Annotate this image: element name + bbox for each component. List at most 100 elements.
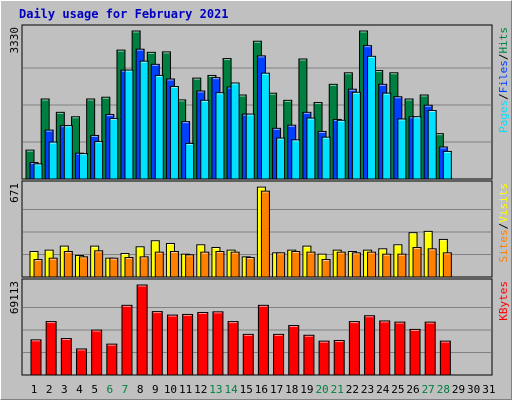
- bar-sites-day-6: [109, 257, 119, 278]
- bar-kbytes-day-17: [273, 333, 285, 376]
- bar-pages-day-8: [139, 60, 149, 180]
- bar-pages-day-1: [33, 163, 43, 180]
- x-tick-label-day-4: 4: [76, 383, 83, 396]
- bar-sites-day-7: [124, 257, 134, 278]
- x-tick-label-day-25: 25: [391, 383, 404, 396]
- bar-pages-day-22: [351, 91, 361, 180]
- x-tick-label-day-3: 3: [61, 383, 68, 396]
- chart-title: Daily usage for February 2021: [19, 7, 229, 21]
- x-tick-label-day-16: 16: [255, 383, 268, 396]
- bar-pages-day-25: [397, 118, 407, 180]
- bar-kbytes-day-27: [424, 321, 436, 376]
- bar-pages-day-14: [230, 82, 240, 180]
- bar-pages-day-4: [78, 153, 88, 180]
- bar-sites-day-12: [200, 251, 210, 278]
- legend-separator: /: [497, 54, 510, 61]
- legend-kbytes: KBytes: [497, 281, 510, 321]
- bar-kbytes-day-18: [288, 325, 300, 376]
- bar-kbytes-day-28: [439, 340, 451, 376]
- bar-sites-day-21: [336, 251, 346, 278]
- bar-pages-day-13: [215, 92, 225, 180]
- bar-sites-day-11: [185, 254, 195, 278]
- bar-kbytes-day-8: [136, 284, 148, 376]
- bar-sites-day-17: [276, 252, 286, 278]
- x-tick-label-day-15: 15: [240, 383, 253, 396]
- legend-hits: Hits: [497, 27, 510, 54]
- bar-sites-day-14: [230, 251, 240, 278]
- bar-pages-day-2: [48, 141, 58, 180]
- x-tick-label-day-17: 17: [270, 383, 283, 396]
- legend-separator: /: [497, 93, 510, 100]
- max-label-kbytes: 69113: [8, 281, 21, 314]
- bar-sites-day-20: [321, 259, 331, 278]
- bar-kbytes-day-4: [75, 348, 87, 376]
- bar-kbytes-day-14: [227, 321, 239, 376]
- legend-separator: /: [497, 223, 510, 230]
- bar-kbytes-day-6: [106, 343, 118, 376]
- legend-hits-files-pages: Pages/Files/Hits: [497, 27, 510, 133]
- x-tick-label-day-20: 20: [315, 383, 328, 396]
- x-tick-label-day-10: 10: [164, 383, 177, 396]
- x-tick-label-day-24: 24: [376, 383, 390, 396]
- bar-sites-day-26: [412, 246, 422, 278]
- bar-kbytes-day-5: [91, 329, 103, 376]
- x-tick-label-day-13: 13: [209, 383, 222, 396]
- bar-pages-day-17: [276, 137, 286, 180]
- max-label-hits-files-pages: 3330: [8, 27, 21, 54]
- bar-kbytes-day-22: [348, 321, 360, 376]
- bar-sites-day-18: [291, 251, 301, 278]
- bar-pages-day-28: [442, 150, 452, 180]
- bar-sites-day-24: [382, 253, 392, 278]
- bar-pages-day-27: [427, 110, 437, 180]
- x-tick-label-day-27: 27: [422, 383, 435, 396]
- x-tick-label-day-7: 7: [122, 383, 129, 396]
- bar-kbytes-day-12: [197, 311, 209, 376]
- x-tick-label-day-2: 2: [46, 383, 53, 396]
- bar-kbytes-day-1: [30, 339, 42, 376]
- bar-kbytes-day-9: [151, 311, 163, 376]
- x-tick-label-day-22: 22: [346, 383, 359, 396]
- bar-kbytes-day-15: [242, 333, 254, 376]
- bar-pages-day-18: [291, 139, 301, 180]
- bar-kbytes-day-2: [45, 321, 57, 376]
- bar-sites-day-2: [48, 257, 58, 278]
- bar-sites-day-9: [154, 251, 164, 278]
- bar-sites-day-22: [351, 252, 361, 278]
- bar-kbytes-day-7: [121, 304, 133, 376]
- bar-sites-day-28: [442, 252, 452, 278]
- x-tick-label-day-6: 6: [106, 383, 113, 396]
- bar-sites-day-25: [397, 253, 407, 278]
- bar-kbytes-day-20: [318, 340, 330, 376]
- bar-pages-day-11: [185, 142, 195, 180]
- bar-kbytes-day-16: [257, 304, 269, 376]
- bar-pages-day-21: [336, 119, 346, 180]
- x-tick-label-day-30: 30: [467, 383, 480, 396]
- bar-sites-day-5: [94, 250, 104, 278]
- x-tick-label-day-8: 8: [137, 383, 144, 396]
- bar-kbytes-day-23: [364, 315, 376, 376]
- bar-pages-day-10: [169, 86, 179, 180]
- x-tick-label-day-31: 31: [482, 383, 495, 396]
- bar-sites-day-23: [367, 251, 377, 278]
- bar-sites-day-13: [215, 251, 225, 278]
- bar-sites-day-10: [169, 251, 179, 278]
- x-tick-label-day-12: 12: [194, 383, 207, 396]
- x-tick-label-day-28: 28: [437, 383, 450, 396]
- bar-pages-day-26: [412, 116, 422, 180]
- x-tick-label-day-23: 23: [361, 383, 374, 396]
- bar-sites-day-15: [245, 257, 255, 278]
- bar-sites-day-1: [33, 259, 43, 278]
- x-tick-label-day-21: 21: [331, 383, 344, 396]
- x-tick-label-day-19: 19: [300, 383, 313, 396]
- x-tick-label-day-26: 26: [406, 383, 419, 396]
- bar-pages-day-15: [245, 113, 255, 180]
- legend-files: Files: [497, 60, 510, 93]
- legend-kbytes: KBytes: [497, 281, 510, 321]
- bar-pages-day-20: [321, 136, 331, 180]
- bar-pages-day-5: [94, 141, 104, 180]
- bar-pages-day-24: [382, 92, 392, 180]
- bar-sites-day-19: [306, 251, 316, 278]
- x-tick-label-day-14: 14: [224, 383, 238, 396]
- bar-sites-day-27: [427, 248, 437, 278]
- legend-visits-sites: Sites/Visits: [497, 183, 510, 263]
